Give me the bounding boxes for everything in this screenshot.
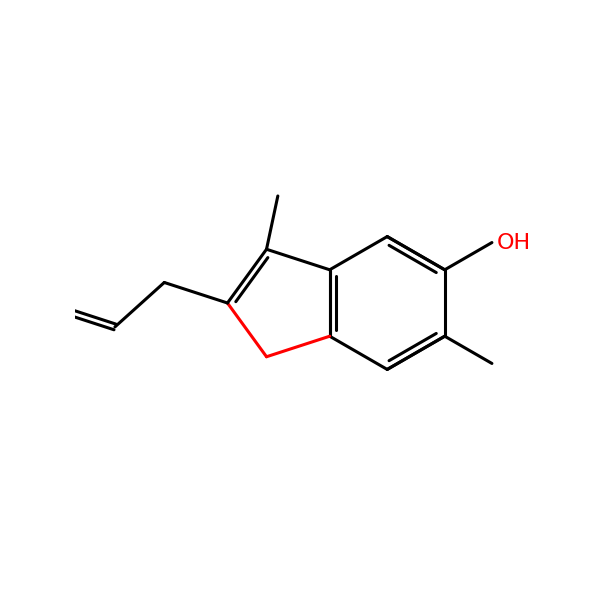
Text: OH: OH bbox=[497, 233, 532, 253]
